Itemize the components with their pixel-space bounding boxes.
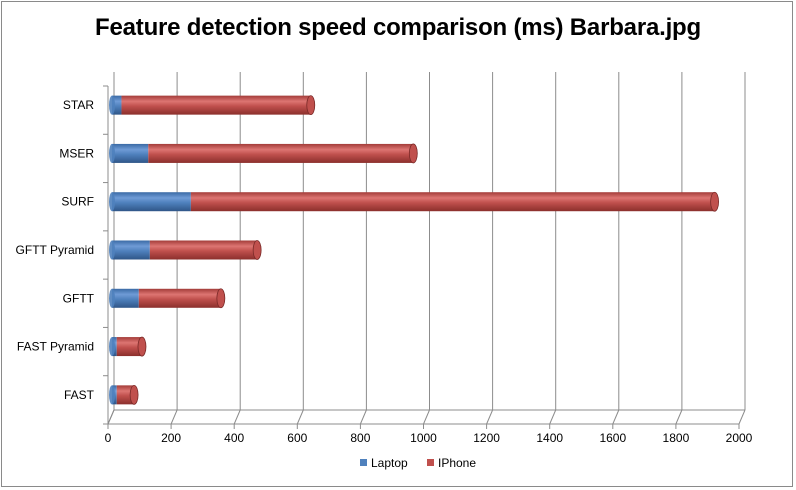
bar-left-cap [109, 385, 115, 405]
x-tick-label: 1000 [410, 431, 437, 445]
floor-diagonal-1000 [423, 409, 430, 425]
category-label: GFTT [63, 291, 95, 305]
floor-diagonal-1200 [486, 409, 494, 425]
bar-body [138, 288, 221, 308]
x-tick-label: 1400 [536, 431, 563, 445]
category-label: FAST Pyramid [17, 340, 94, 354]
bar-left-cap [109, 192, 115, 212]
bar-iphone-fast-pyramid [116, 336, 147, 357]
bar-iphone-surf [190, 191, 720, 212]
bar-iphone-gftt [138, 288, 226, 309]
category-label: MSER [59, 146, 94, 160]
axis-layer: 0 200 400 600 800 1000 1200 1400 1600 1800 2000 STA… [16, 85, 753, 445]
bar-body [112, 288, 139, 308]
bar-cap [129, 384, 139, 405]
bar-body [116, 385, 135, 405]
legend: Laptop IPhone [360, 456, 476, 470]
bar-left-cap [109, 95, 115, 115]
bar-iphone-fast [116, 384, 139, 405]
category-label: FAST [64, 388, 95, 402]
x-tick-label: 1200 [473, 431, 500, 445]
bar-body [112, 240, 150, 260]
bar-laptop-gftt [112, 288, 139, 308]
bar-iphone-star [121, 95, 316, 116]
category-label: SURF [61, 195, 94, 209]
category-label: STAR [63, 98, 94, 112]
bar-body [121, 95, 311, 115]
legend-label-iphone: IPhone [438, 456, 476, 470]
legend-swatch-laptop [360, 459, 367, 466]
bar-iphone-gftt-pyramid [149, 240, 262, 260]
bar-left-cap [109, 337, 115, 357]
bar-body [112, 95, 122, 115]
bar-laptop-star [112, 95, 122, 115]
bar-left-cap [109, 288, 115, 308]
floor-diagonal-2000 [738, 409, 746, 425]
x-tick-label: 600 [287, 431, 307, 445]
x-tick-label: 400 [224, 431, 244, 445]
bar-iphone-mser [148, 143, 418, 164]
bar-cap [408, 143, 418, 164]
floor-diagonal-800 [359, 409, 367, 425]
legend-label-laptop: Laptop [371, 456, 408, 470]
x-tick-label: 1600 [599, 431, 626, 445]
x-tick-label: 0 [105, 431, 112, 445]
legend-swatch-iphone [427, 459, 434, 466]
bar-laptop-mser [112, 143, 149, 163]
floor-diagonal-400 [233, 409, 241, 425]
floor-diagonal-1800 [675, 409, 683, 425]
floor-diagonal-0 [107, 409, 115, 425]
bar-laptop-surf [112, 192, 191, 212]
bar-body [112, 143, 149, 163]
bar-body [116, 337, 142, 357]
bar-left-cap [109, 240, 115, 260]
floor-diagonal-200 [170, 409, 178, 425]
bar-body [112, 192, 191, 212]
floor-diagonal-600 [296, 409, 304, 425]
bar-cap [216, 288, 226, 309]
bar-cap [252, 240, 262, 260]
chart-title: Feature detection speed comparison (ms) … [95, 14, 701, 41]
bar-cap [137, 336, 147, 357]
floor-diagonal-1400 [549, 409, 557, 425]
x-tick-label: 2000 [726, 431, 753, 445]
bar-laptop-gftt-pyramid [112, 240, 150, 260]
bar-cap [710, 191, 720, 212]
bar-left-cap [109, 143, 115, 163]
bar-body [148, 143, 414, 163]
floor-diagonal-1600 [612, 409, 620, 425]
bar-body [149, 240, 258, 260]
bar-body [190, 192, 715, 212]
bars-layer [109, 95, 720, 405]
category-label: GFTT Pyramid [16, 243, 94, 257]
x-tick-label: 800 [350, 431, 370, 445]
x-tick-label: 1800 [663, 431, 690, 445]
bar-cap [306, 95, 316, 116]
x-tick-label: 200 [161, 431, 181, 445]
